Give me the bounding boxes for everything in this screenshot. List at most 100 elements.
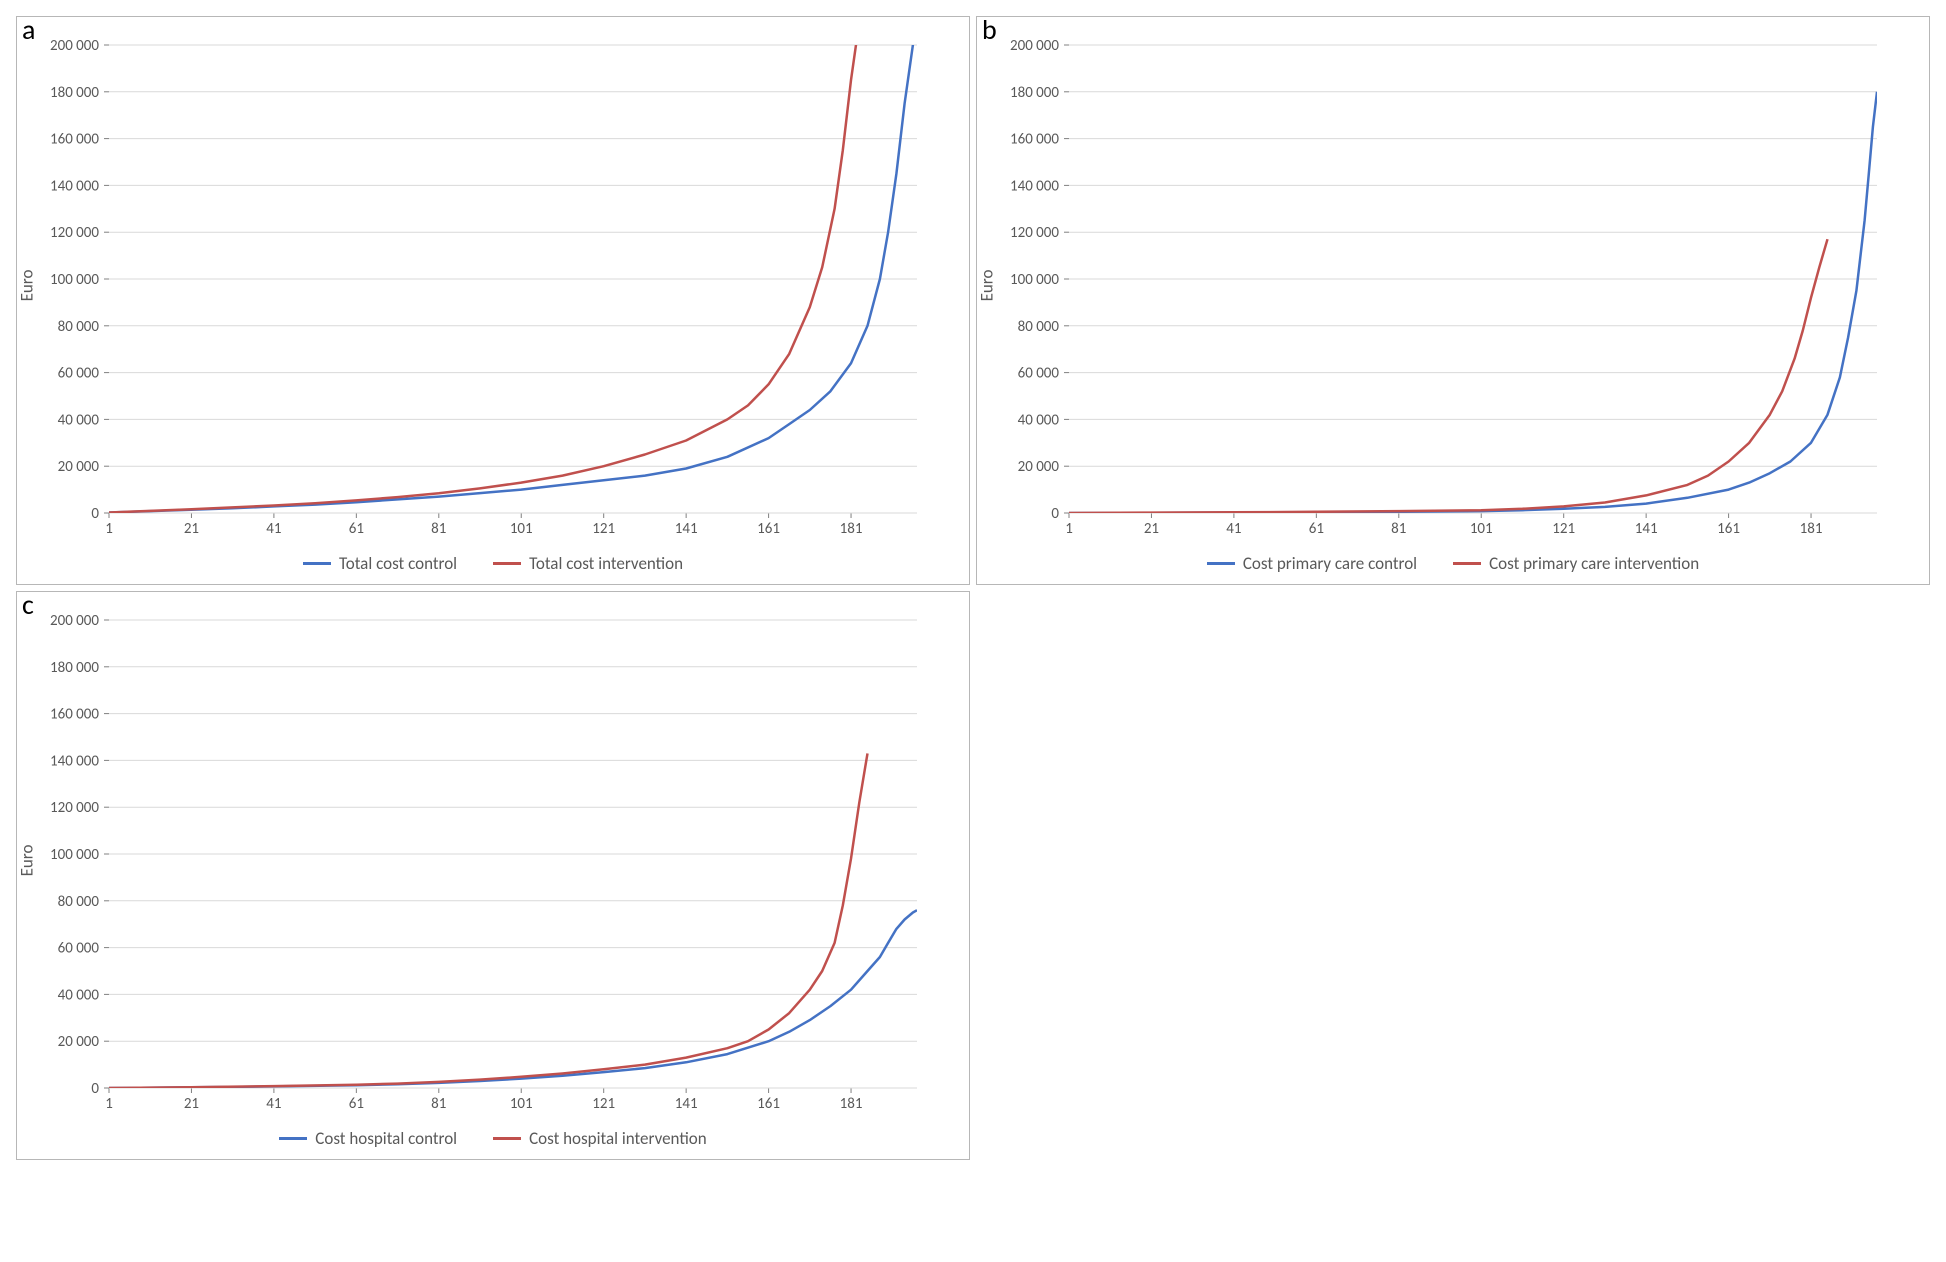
x-tick-label: 141 [675,1095,698,1113]
y-tick-label: 20 000 [58,1033,100,1051]
chart-svg-b: 0 20 000 40 000 60 000 80 000 100 000 120 000 1… [991,27,1891,547]
x-tick-label: 121 [592,1095,615,1113]
x-tick-label: 161 [1717,520,1740,538]
x-tick-label: 121 [592,520,615,538]
y-tick-label: 160 000 [50,131,99,149]
y-tick-label: 0 [91,505,99,523]
y-tick-label: 0 [91,1080,99,1098]
legend-item: Total cost control [303,553,457,574]
legend-label: Cost hospital intervention [529,1128,707,1149]
legend-swatch [303,562,331,565]
x-tick-label: 181 [1800,520,1823,538]
legend-label: Total cost control [339,553,457,574]
x-tick-label: 81 [1391,520,1406,538]
chart-legend: Cost primary care control Cost primary c… [991,553,1915,574]
y-tick-label: 80 000 [58,893,100,911]
x-tick-label: 181 [840,520,863,538]
x-tick-label: 41 [1226,520,1241,538]
legend-label: Cost primary care control [1243,553,1417,574]
panel-c: c Euro020 00040 00060 00080 000100 00012… [16,591,970,1160]
x-tick-label: 101 [510,1095,533,1113]
legend-label: Total cost intervention [529,553,683,574]
x-tick-label: 61 [1309,520,1324,538]
legend-item: Total cost intervention [493,553,683,574]
y-tick-label: 140 000 [50,177,99,195]
y-axis-label: Euro [16,845,37,877]
figure-grid: a Euro020 00040 00060 00080 000100 00012… [16,16,1930,1160]
y-tick-label: 40 000 [58,986,100,1004]
y-tick-label: 160 000 [1010,131,1059,149]
x-tick-label: 81 [431,520,446,538]
y-tick-label: 200 000 [50,37,99,55]
panel-label-c: c [22,587,34,622]
y-tick-label: 180 000 [50,84,99,102]
x-tick-label: 141 [675,520,698,538]
panel-label-a: a [22,12,35,47]
x-tick-label: 101 [510,520,533,538]
x-tick-label: 181 [840,1095,863,1113]
chart-container-c: Euro020 00040 00060 00080 000100 000120 … [16,591,970,1160]
legend-swatch [1453,562,1481,565]
x-tick-label: 161 [757,1095,780,1113]
legend-swatch [1207,562,1235,565]
y-tick-label: 40 000 [58,411,100,429]
y-axis-label: Euro [976,270,997,302]
x-tick-label: 61 [349,1095,364,1113]
x-tick-label: 41 [266,1095,281,1113]
x-tick-label: 21 [1144,520,1159,538]
y-tick-label: 100 000 [50,271,99,289]
series-line [109,753,868,1088]
y-tick-label: 200 000 [1010,37,1059,55]
x-tick-label: 41 [266,520,281,538]
legend-item: Cost primary care intervention [1453,553,1699,574]
series-line [109,910,917,1088]
y-tick-label: 100 000 [1010,271,1059,289]
legend-item: Cost hospital control [279,1128,457,1149]
series-line [109,27,917,512]
series-line [109,27,868,512]
y-tick-label: 60 000 [58,365,100,383]
y-tick-label: 120 000 [50,224,99,242]
x-tick-label: 21 [184,520,199,538]
y-tick-label: 140 000 [1010,177,1059,195]
panel-label-b: b [982,12,997,47]
x-tick-label: 21 [184,1095,199,1113]
x-tick-label: 61 [349,520,364,538]
legend-swatch [493,562,521,565]
chart-container-b: Euro 0 20 000 40 000 60 000 80 000 100 000 120 … [976,16,1930,585]
x-tick-label: 1 [105,520,113,538]
y-tick-label: 120 000 [1010,224,1059,242]
x-tick-label: 101 [1470,520,1493,538]
y-tick-label: 60 000 [58,940,100,958]
x-tick-label: 1 [1065,520,1073,538]
y-tick-label: 40 000 [1018,411,1060,429]
y-tick-label: 20 000 [1018,458,1060,476]
y-tick-label: 160 000 [50,706,99,724]
panel-b: b Euro020 00040 00060 00080 000100 00012… [976,16,1930,585]
panel-a: a Euro020 00040 00060 00080 000100 00012… [16,16,970,585]
chart-legend: Total cost control Total cost interventi… [31,553,955,574]
y-tick-label: 120 000 [50,799,99,817]
y-tick-label: 80 000 [58,318,100,336]
y-tick-label: 20 000 [58,458,100,476]
y-tick-label: 0 [1051,505,1059,523]
y-tick-label: 200 000 [50,612,99,630]
legend-swatch [279,1137,307,1140]
chart-container-a: Euro020 00040 00060 00080 000100 000120 … [16,16,970,585]
chart-svg-a: 0 20 000 40 000 60 000 80 000 100 000 120 000 1… [31,27,931,547]
series-line [1069,92,1877,513]
y-tick-label: 80 000 [1018,318,1060,336]
series-line [1069,239,1828,513]
x-tick-label: 161 [757,520,780,538]
x-tick-label: 121 [1552,520,1575,538]
y-tick-label: 180 000 [50,659,99,677]
y-tick-label: 180 000 [1010,84,1059,102]
y-tick-label: 60 000 [1018,365,1060,383]
y-tick-label: 140 000 [50,752,99,770]
legend-label: Cost primary care intervention [1489,553,1699,574]
legend-label: Cost hospital control [315,1128,457,1149]
chart-svg-c: 020 00040 00060 00080 000100 000120 0001… [31,602,931,1122]
chart-legend: Cost hospital control Cost hospital inte… [31,1128,955,1149]
legend-item: Cost hospital intervention [493,1128,707,1149]
legend-item: Cost primary care control [1207,553,1417,574]
